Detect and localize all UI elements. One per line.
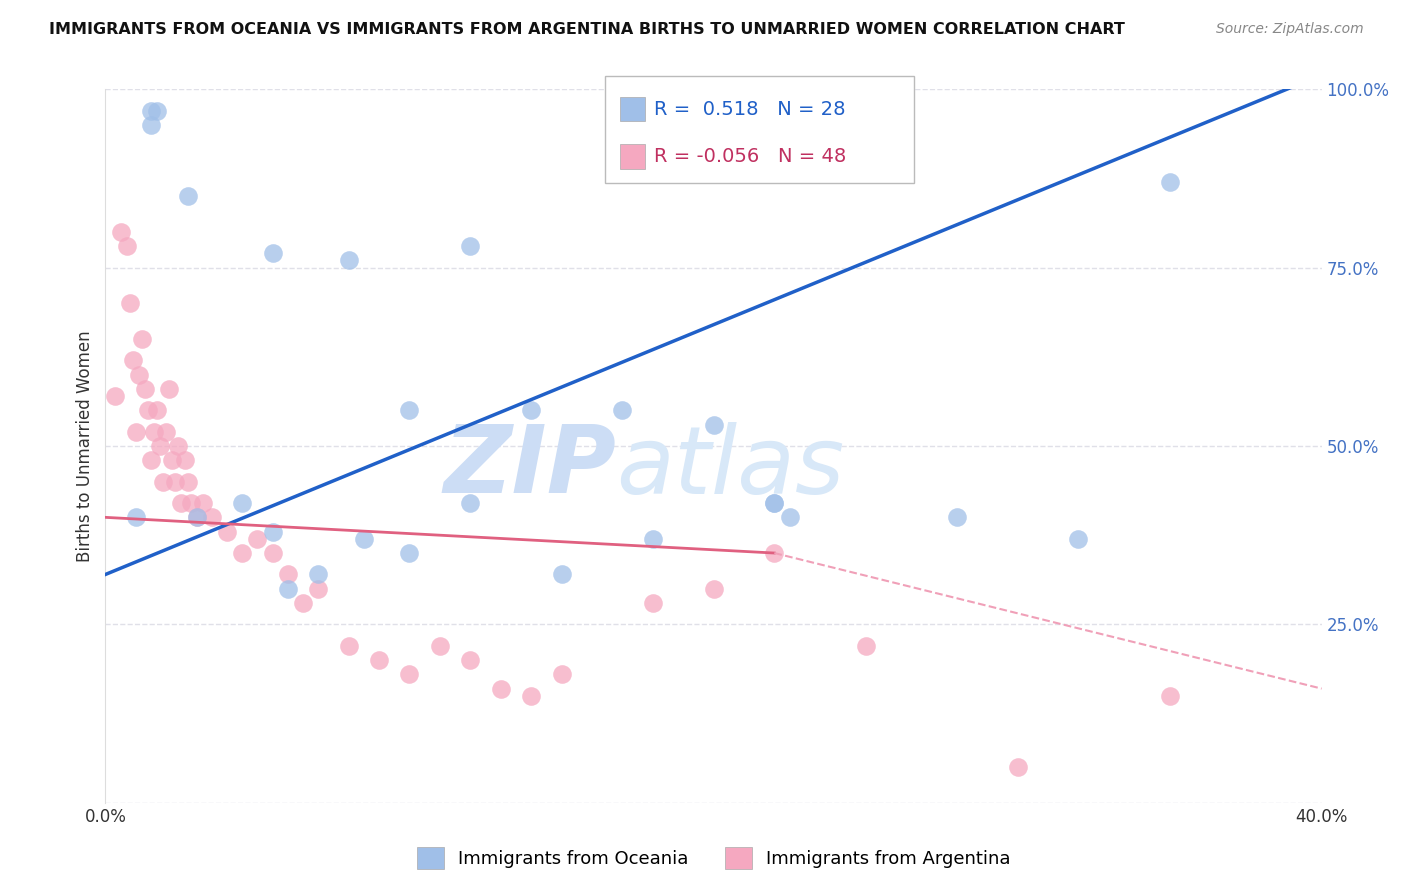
Point [152, 475, 174, 489]
Point [176, 475, 198, 489]
Point [201, 510, 224, 524]
Point [149, 439, 172, 453]
Y-axis label: Births to Unmarried Women: Births to Unmarried Women [76, 330, 94, 562]
Point [231, 496, 253, 510]
Point [779, 510, 801, 524]
Point [115, 239, 138, 253]
Point [307, 567, 329, 582]
Point [136, 403, 159, 417]
Point [246, 532, 269, 546]
Point [186, 510, 208, 524]
Point [162, 453, 184, 467]
Point [217, 524, 239, 539]
Point [550, 567, 572, 582]
Point [155, 425, 177, 439]
Text: R =  0.518   N = 28: R = 0.518 N = 28 [654, 100, 845, 119]
Point [337, 639, 360, 653]
Point [855, 639, 877, 653]
Point [262, 246, 284, 260]
Point [368, 653, 391, 667]
Point [180, 496, 202, 510]
Point [118, 296, 141, 310]
Point [103, 389, 125, 403]
Point [520, 689, 543, 703]
Point [131, 332, 153, 346]
Point [262, 524, 284, 539]
Point [143, 425, 166, 439]
Point [167, 439, 190, 453]
Point [121, 353, 143, 368]
Point [702, 417, 725, 432]
Point [191, 496, 214, 510]
Point [146, 103, 169, 118]
Point [1159, 175, 1181, 189]
Point [277, 567, 299, 582]
Point [1067, 532, 1090, 546]
Point [763, 546, 786, 560]
Text: atlas: atlas [616, 422, 845, 513]
Point [110, 225, 132, 239]
Point [550, 667, 572, 681]
Text: ZIP: ZIP [443, 421, 616, 514]
Point [231, 546, 253, 560]
Point [353, 532, 375, 546]
Point [146, 403, 169, 417]
Point [763, 496, 786, 510]
Point [458, 496, 481, 510]
Point [641, 532, 664, 546]
Point [641, 596, 664, 610]
Point [277, 582, 299, 596]
Point [139, 103, 162, 118]
Point [134, 382, 156, 396]
Point [945, 510, 967, 524]
Point [170, 496, 193, 510]
Point [157, 382, 180, 396]
Point [176, 189, 198, 203]
Point [612, 403, 634, 417]
Point [139, 118, 162, 132]
Text: R = -0.056   N = 48: R = -0.056 N = 48 [654, 146, 846, 166]
Point [307, 582, 329, 596]
Point [125, 425, 148, 439]
Point [398, 667, 420, 681]
Point [173, 453, 195, 467]
Point [398, 546, 420, 560]
Point [520, 403, 543, 417]
Point [139, 453, 162, 467]
Point [489, 681, 512, 696]
Point [125, 510, 148, 524]
Point [1159, 689, 1181, 703]
Point [763, 496, 786, 510]
Point [337, 253, 360, 268]
Point [458, 653, 481, 667]
Point [128, 368, 150, 382]
Point [292, 596, 315, 610]
Point [262, 546, 284, 560]
Point [458, 239, 481, 253]
Point [165, 475, 187, 489]
Legend: Immigrants from Oceania, Immigrants from Argentina: Immigrants from Oceania, Immigrants from… [409, 839, 1018, 876]
Text: Source: ZipAtlas.com: Source: ZipAtlas.com [1216, 22, 1364, 37]
Point [1007, 760, 1029, 774]
Point [186, 510, 208, 524]
Point [398, 403, 420, 417]
Point [702, 582, 725, 596]
Text: IMMIGRANTS FROM OCEANIA VS IMMIGRANTS FROM ARGENTINA BIRTHS TO UNMARRIED WOMEN C: IMMIGRANTS FROM OCEANIA VS IMMIGRANTS FR… [49, 22, 1125, 37]
Point [429, 639, 451, 653]
